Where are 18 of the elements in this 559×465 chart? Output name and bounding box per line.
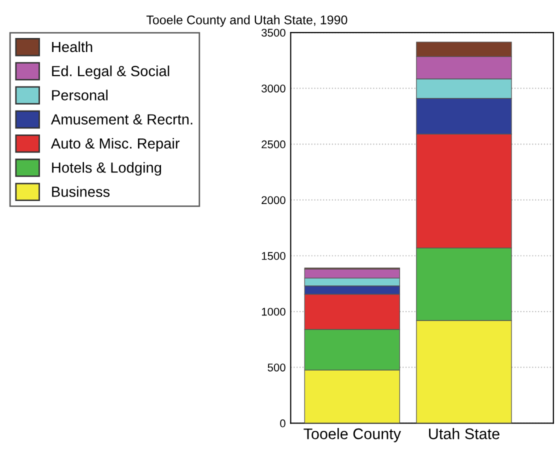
chart-title: Tooele County and Utah State, 1990 xyxy=(146,15,348,27)
legend-label: Hotels & Lodging xyxy=(52,162,162,176)
y-tick-label: 0 xyxy=(280,419,286,428)
y-tick-label: 3500 xyxy=(262,28,286,37)
y-tick-label: 1000 xyxy=(262,308,286,316)
legend-label: Amusement & Recrtn. xyxy=(50,114,192,125)
legend-label: Ed. Legal & Social xyxy=(52,66,170,80)
legend-label: Auto & Misc. Repair xyxy=(50,138,180,152)
x-tick-label: Tooele County xyxy=(304,428,401,442)
legend-label: Personal xyxy=(52,90,108,100)
y-tick-label: 500 xyxy=(268,364,286,372)
y-tick-label: 2000 xyxy=(262,196,286,204)
legend-label: Health xyxy=(52,41,92,52)
y-tick-label: 3000 xyxy=(262,84,286,92)
y-tick-label: 2500 xyxy=(262,140,286,148)
x-tick-label: Utah State xyxy=(429,428,500,440)
y-tick-label: 1500 xyxy=(262,252,286,260)
legend-label: Business xyxy=(52,186,110,197)
